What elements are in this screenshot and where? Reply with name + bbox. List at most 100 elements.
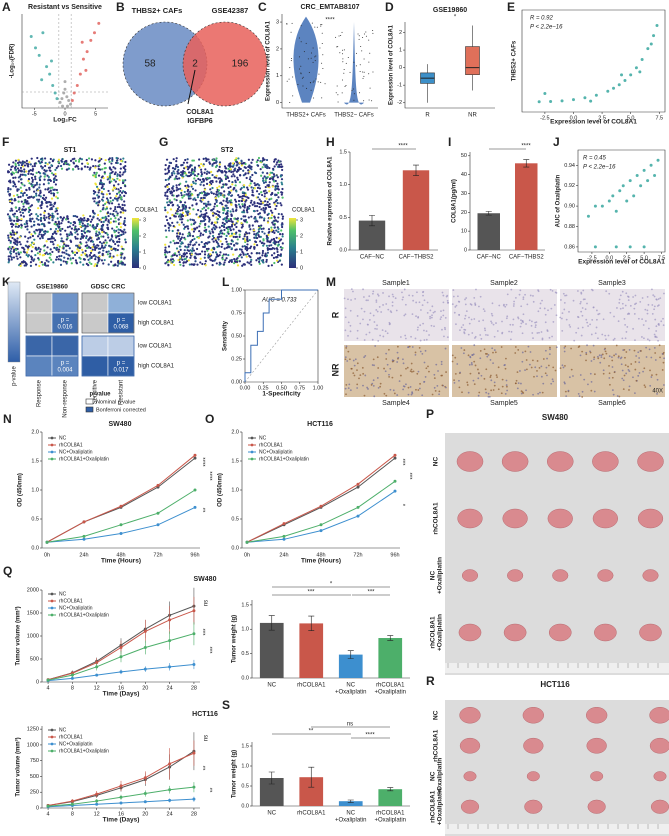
tissue-dot (620, 356, 623, 359)
spot (51, 159, 54, 163)
tissue-dot (423, 361, 426, 364)
spot (17, 176, 20, 179)
spot (234, 209, 238, 212)
spot (25, 189, 28, 192)
spot (59, 227, 62, 231)
tissue-dot (655, 298, 658, 301)
spot (240, 164, 243, 167)
jitter-dot (311, 22, 313, 24)
spot (232, 228, 235, 231)
tissue-dot (391, 304, 394, 307)
spot (104, 239, 107, 242)
tissue-dot (522, 313, 525, 316)
spot (212, 192, 215, 195)
jitter-dot (288, 78, 290, 80)
spot (176, 207, 180, 211)
marker (45, 540, 49, 544)
spot (47, 238, 50, 241)
tissue-dot (598, 354, 601, 357)
tissue-dot (496, 330, 499, 332)
spot (21, 183, 24, 186)
spot (104, 158, 107, 162)
y-axis-label: COL8A1(pg/ml) (452, 179, 458, 223)
spot (165, 215, 168, 218)
marker (119, 532, 123, 535)
label-line: +Oxaliplatin (335, 689, 367, 695)
jitter-dot (310, 57, 312, 59)
legend-marker (50, 749, 54, 753)
tissue-dot (421, 352, 424, 355)
spot (43, 218, 46, 222)
spot (15, 255, 18, 258)
tissue-dot (345, 383, 348, 386)
tumor (594, 623, 617, 642)
significance: ** (309, 729, 314, 735)
spot (9, 241, 12, 244)
tissue-dot (625, 331, 628, 333)
tissue-dot (553, 304, 556, 306)
tissue-dot (644, 320, 647, 322)
x-tick-label: 16 (118, 685, 124, 691)
spot (175, 241, 178, 245)
y-tick-label: 0 (36, 805, 39, 811)
tissue-dot (360, 307, 363, 310)
spot (93, 264, 96, 268)
spot (58, 255, 61, 258)
spot (164, 248, 167, 252)
error-bar (268, 615, 275, 631)
jitter-dot (341, 92, 343, 94)
x-tick-label: 0.50 (276, 385, 287, 391)
spot (217, 189, 221, 192)
spot (28, 161, 31, 164)
tissue-dot (407, 393, 410, 396)
tissue-dot (419, 339, 422, 342)
heat-cell (81, 335, 109, 357)
spot (164, 209, 167, 212)
spot (204, 264, 207, 267)
tissue-dot (374, 327, 377, 330)
tissue-dot (473, 360, 476, 363)
x-tick-label: 0.00 (240, 385, 251, 391)
spot (34, 184, 37, 187)
spot (9, 168, 12, 171)
tissue-dot (471, 363, 473, 366)
tissue-dot (379, 385, 382, 388)
spot (183, 227, 186, 230)
spot (207, 247, 210, 250)
spot (108, 181, 111, 184)
spot (113, 214, 116, 218)
error-bar (268, 771, 275, 785)
spot (43, 168, 46, 172)
tissue-dot (468, 316, 470, 319)
tissue-dot (438, 390, 441, 393)
legend-label: NC+Oxaliplatin (59, 605, 93, 611)
spot (66, 163, 70, 166)
point (41, 31, 45, 35)
legend-swatch (85, 398, 94, 405)
tissue-dot (438, 393, 440, 396)
spot (279, 175, 282, 178)
spot (53, 231, 56, 234)
spot (223, 194, 226, 197)
spot (168, 229, 171, 232)
label-line: +Oxaliplatin (374, 817, 406, 823)
spot (110, 162, 113, 165)
tissue-dot (539, 302, 542, 305)
spot (208, 183, 211, 187)
spot (183, 253, 187, 256)
tissue-dot (565, 395, 568, 398)
spot (9, 255, 12, 258)
tissue-dot (597, 337, 599, 340)
tissue-dot (596, 318, 598, 321)
spot (16, 257, 19, 260)
spot (228, 246, 231, 249)
tissue-dot (454, 373, 457, 375)
tissue-dot (564, 294, 566, 297)
spot (59, 233, 62, 236)
spot (200, 240, 203, 244)
spot (117, 191, 121, 194)
marker (193, 488, 197, 492)
tissue-dot (479, 334, 482, 336)
spot (268, 247, 271, 251)
spot (226, 175, 229, 178)
